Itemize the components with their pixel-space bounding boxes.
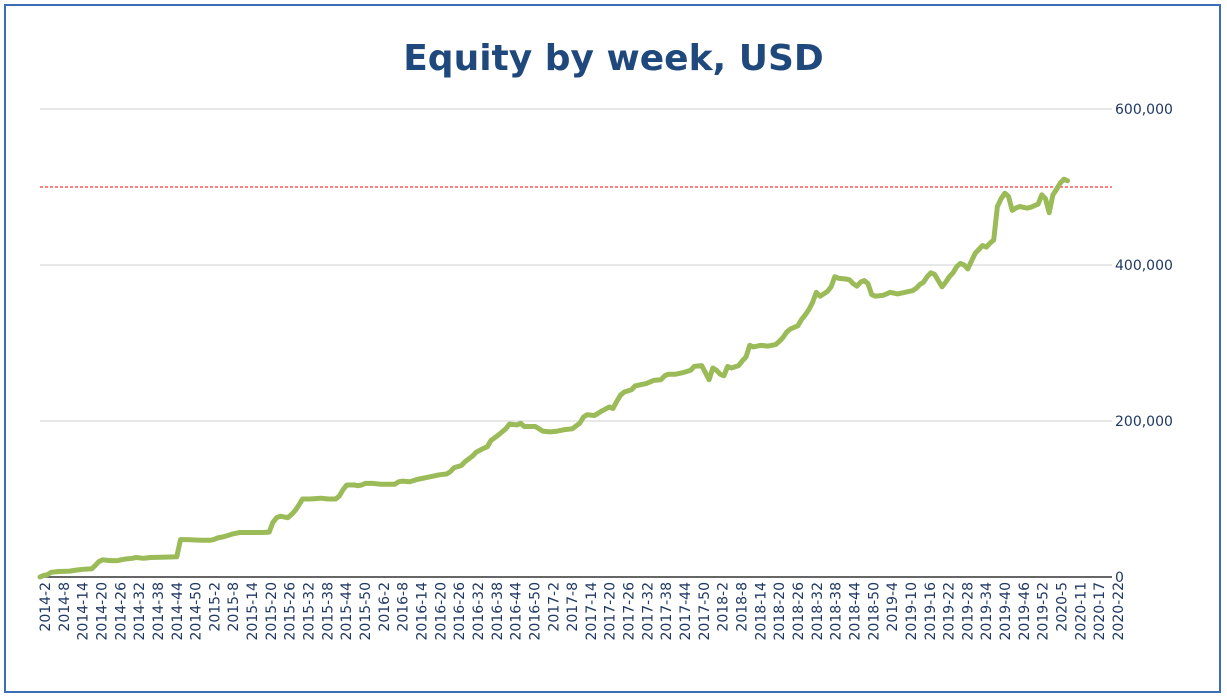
x-tick-label: 2020-22	[1111, 582, 1127, 641]
x-tick-label: 2018-14	[753, 582, 769, 641]
x-tick-label: 2020-5	[1055, 582, 1071, 632]
chart-title: Equity by week, USD	[403, 38, 824, 79]
x-tick-label: 2016-38	[490, 582, 506, 641]
chart-frame	[4, 4, 1221, 693]
x-tick-label: 2015-38	[320, 582, 336, 641]
x-tick-label: 2014-14	[76, 582, 92, 641]
x-tick-label: 2019-52	[1036, 582, 1052, 641]
series-line	[37, 176, 1071, 580]
x-tick-label: 2016-20	[433, 582, 449, 641]
x-tick-label: 2018-2	[716, 582, 732, 632]
x-tick-label: 2016-2	[377, 582, 393, 632]
x-tick-label: 2016-26	[452, 582, 468, 641]
x-tick-label: 2016-8	[396, 582, 412, 632]
x-tick-label: 2019-22	[942, 582, 958, 641]
x-tick-label: 2015-44	[339, 582, 355, 641]
x-tick-label: 2014-38	[151, 582, 167, 641]
x-tick-label: 2014-2	[38, 582, 54, 632]
x-tick-label: 2017-38	[659, 582, 675, 641]
y-tick-label: 600,000	[1115, 102, 1173, 118]
x-tick-label: 2017-26	[622, 582, 638, 641]
x-tick-label: 2014-20	[95, 582, 111, 641]
x-tick-label: 2020-11	[1073, 582, 1089, 641]
x-tick-label: 2015-14	[245, 582, 261, 641]
x-tick-label: 2019-28	[960, 582, 976, 641]
series-group	[37, 176, 1071, 580]
x-tick-label: 2017-8	[565, 582, 581, 632]
y-tick-label: 0	[1115, 570, 1124, 586]
x-tick-label: 2014-32	[132, 582, 148, 641]
x-tick-label: 2019-46	[1017, 582, 1033, 641]
x-tick-label: 2018-44	[848, 582, 864, 641]
x-tick-label: 2018-38	[829, 582, 845, 641]
x-tick-label: 2017-2	[546, 582, 562, 632]
x-tick-label: 2020-17	[1092, 582, 1108, 641]
x-tick-label: 2015-8	[226, 582, 242, 632]
x-tick-label: 2014-50	[189, 582, 205, 641]
x-tick-label: 2019-40	[998, 582, 1014, 641]
x-tick-label: 2017-14	[584, 582, 600, 641]
x-tick-label: 2015-20	[264, 582, 280, 641]
x-tick-label: 2014-26	[113, 582, 129, 641]
gridlines	[40, 108, 1112, 578]
x-tick-label: 2015-26	[283, 582, 299, 641]
x-tick-label: 2019-16	[923, 582, 939, 641]
x-tick-label: 2018-32	[810, 582, 826, 641]
x-tick-label: 2016-44	[509, 582, 525, 641]
x-tick-label: 2018-20	[772, 582, 788, 641]
x-tick-label: 2017-50	[697, 582, 713, 641]
x-tick-label: 2015-32	[302, 582, 318, 641]
y-tick-label: 200,000	[1115, 414, 1173, 430]
x-axis-ticks: 2014-2 2014-8 2014-14 2014-20 2014-26 2014-32…	[38, 582, 1127, 641]
x-tick-label: 2019-10	[904, 582, 920, 641]
x-tick-label: 2015-2	[207, 582, 223, 632]
x-tick-label: 2016-50	[527, 582, 543, 641]
x-tick-label: 2016-14	[415, 582, 431, 641]
y-axis-ticks: 0 200,000 400,000 600,000	[1115, 102, 1173, 586]
x-tick-label: 2016-32	[471, 582, 487, 641]
x-tick-label: 2018-8	[735, 582, 751, 632]
x-tick-label: 2017-44	[678, 582, 694, 641]
x-tick-label: 2019-4	[885, 582, 901, 632]
x-tick-label: 2014-8	[57, 582, 73, 632]
x-tick-label: 2018-26	[791, 582, 807, 641]
x-tick-label: 2017-20	[603, 582, 619, 641]
x-tick-label: 2017-32	[640, 582, 656, 641]
x-tick-label: 2019-34	[979, 582, 995, 641]
x-tick-label: 2015-50	[358, 582, 374, 641]
x-tick-label: 2014-44	[170, 582, 186, 641]
y-tick-label: 400,000	[1115, 258, 1173, 274]
x-tick-label: 2018-50	[866, 582, 882, 641]
